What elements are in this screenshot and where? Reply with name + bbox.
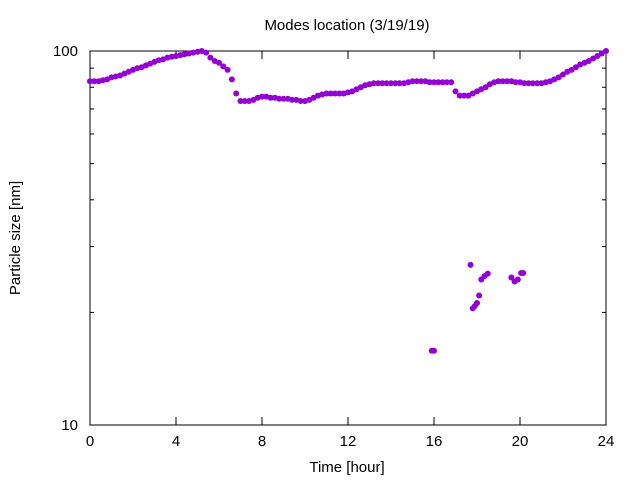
x-tick-label: 4 (172, 433, 180, 450)
data-point (237, 98, 244, 105)
data-point (603, 48, 609, 54)
data-point (87, 78, 93, 85)
tick-labels-layer: 0 4 8 12 16 20 24 10 100 (53, 43, 614, 450)
data-point (375, 80, 382, 87)
data-point (336, 90, 343, 97)
data-point (431, 79, 437, 86)
data-point (379, 80, 386, 87)
data-point (476, 292, 483, 299)
x-tick-label: 20 (512, 433, 529, 450)
data-point (233, 90, 240, 97)
x-tick-label: 24 (598, 433, 615, 450)
data-point (499, 78, 506, 85)
data-point (439, 79, 446, 86)
data-point (388, 80, 394, 87)
data-point (572, 64, 579, 71)
data-point (534, 80, 541, 87)
data-point (259, 93, 265, 100)
data-point (203, 49, 210, 56)
data-point (289, 96, 296, 103)
data-point (276, 95, 283, 102)
data-point (525, 80, 532, 87)
chart-title: Modes location (3/19/19) (264, 17, 429, 34)
data-point (520, 269, 527, 276)
x-tick-label: 8 (258, 433, 266, 450)
x-axis-label: Time [hour] (309, 459, 384, 476)
data-point (484, 270, 491, 277)
data-point (504, 78, 511, 85)
data-point (280, 95, 287, 102)
plot-frame (89, 50, 607, 426)
data-point (224, 66, 231, 73)
data-point (297, 98, 304, 105)
data-point (482, 84, 489, 91)
data-point (521, 80, 528, 87)
x-tick-label: 16 (426, 433, 443, 450)
data-point (443, 79, 450, 86)
y-tick-label: 10 (61, 417, 78, 434)
data-point (207, 54, 214, 61)
data-point (529, 80, 536, 87)
data-point (467, 261, 474, 268)
data-point (91, 78, 98, 85)
data-point (474, 299, 480, 306)
data-point (560, 71, 566, 78)
data-point (332, 90, 339, 97)
data-point (418, 78, 425, 85)
data-point (267, 94, 274, 101)
x-tick-label: 0 (86, 433, 94, 450)
data-point (413, 78, 420, 85)
data-point (396, 80, 403, 87)
data-point (461, 92, 468, 99)
data-point (392, 80, 399, 87)
data-point (452, 88, 459, 95)
data-point (383, 80, 390, 87)
data-point (216, 59, 222, 66)
data-point (431, 347, 437, 354)
data-point (426, 79, 433, 86)
y-tick-label: 100 (53, 43, 78, 60)
data-point (435, 79, 442, 86)
data-point (409, 78, 416, 85)
data-point (514, 276, 521, 283)
data-point (327, 90, 334, 97)
data-point (323, 90, 330, 97)
y-axis-label: Particle size [nm] (7, 181, 24, 295)
data-point (370, 80, 377, 87)
x-tick-label: 12 (340, 433, 357, 450)
data-point (448, 79, 455, 86)
data-point (555, 74, 562, 81)
ticks-layer (89, 50, 607, 426)
data-point (220, 63, 227, 70)
data-point (495, 78, 502, 85)
data-point (568, 66, 575, 73)
data-point (456, 92, 463, 99)
data-point (508, 274, 515, 281)
data-points-layer (87, 48, 609, 354)
data-point (512, 79, 519, 86)
data-point (241, 98, 248, 105)
data-point (228, 76, 235, 83)
